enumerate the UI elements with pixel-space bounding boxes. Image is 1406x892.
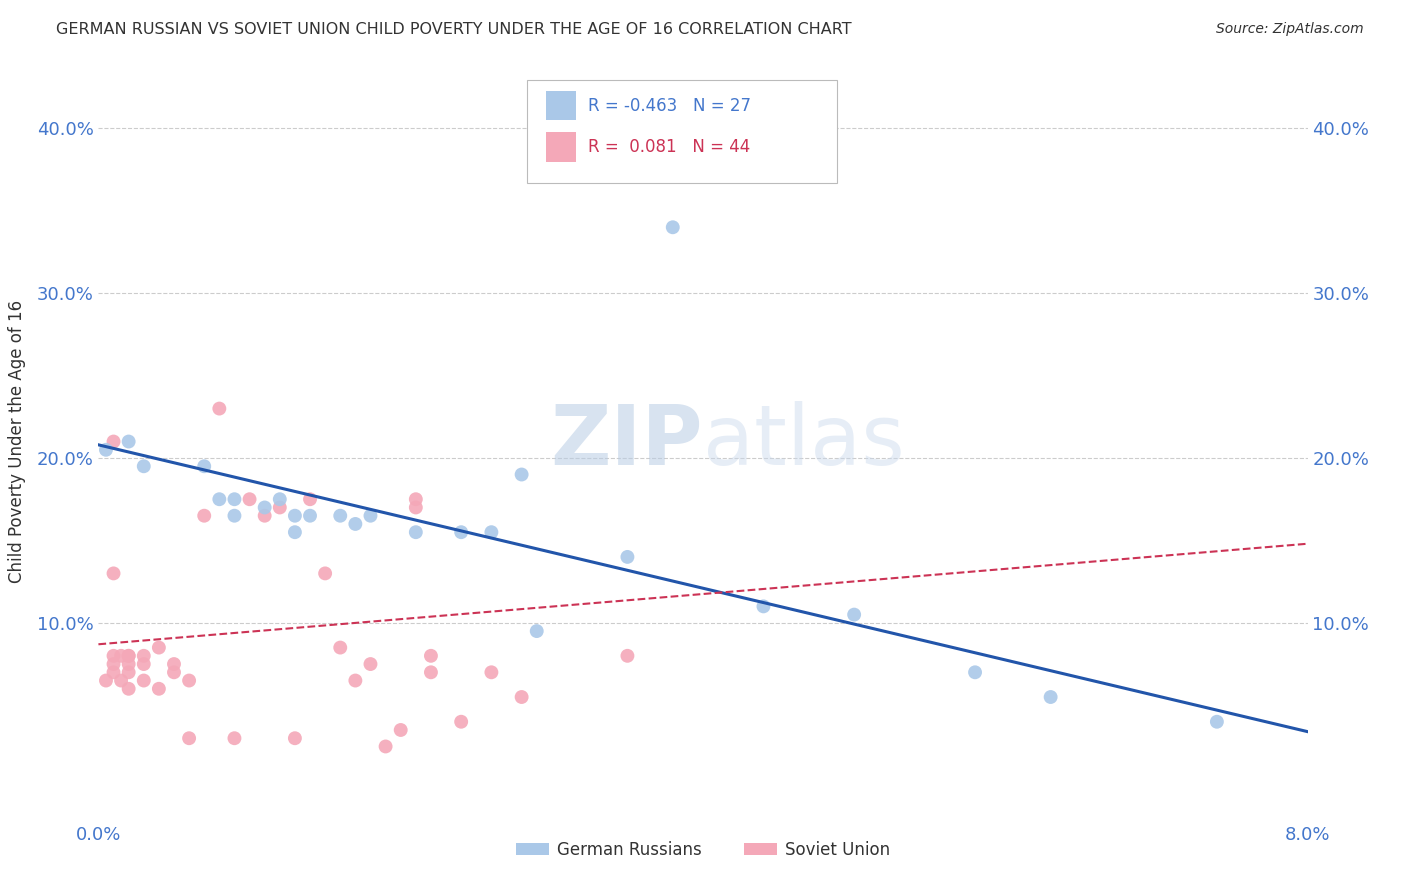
Point	[284, 525, 307, 540]
Point	[405, 492, 427, 507]
Point	[118, 648, 141, 663]
Point	[253, 508, 276, 523]
Point	[329, 640, 352, 655]
Point	[103, 434, 125, 449]
Y-axis label: Child Poverty Under the Age of 16: Child Poverty Under the Age of 16	[7, 300, 25, 583]
Point	[118, 681, 141, 696]
Point	[389, 723, 412, 737]
Point	[420, 648, 443, 663]
Text: R =  0.081   N = 44: R = 0.081 N = 44	[588, 138, 749, 156]
Point	[118, 657, 141, 671]
Point	[299, 492, 322, 507]
Point	[193, 508, 215, 523]
Point	[118, 648, 141, 663]
Point	[360, 657, 382, 671]
Point	[132, 459, 155, 474]
Point	[208, 401, 231, 416]
Point	[752, 599, 775, 614]
Point	[344, 673, 367, 688]
Point	[94, 442, 117, 457]
Point	[481, 525, 503, 540]
Point	[103, 665, 125, 680]
Point	[132, 648, 155, 663]
Point	[163, 665, 186, 680]
Point	[284, 731, 307, 746]
Point	[526, 624, 548, 639]
Point	[374, 739, 396, 754]
Point	[163, 657, 186, 671]
Point	[103, 648, 125, 663]
Point	[510, 467, 533, 482]
Point	[661, 220, 683, 235]
Point	[224, 731, 246, 746]
Point	[253, 500, 276, 515]
Point	[110, 673, 132, 688]
Point	[224, 508, 246, 523]
Point	[224, 492, 246, 507]
Point	[239, 492, 262, 507]
Point	[110, 648, 132, 663]
Point	[284, 508, 307, 523]
Point	[94, 673, 117, 688]
Text: R = -0.463   N = 27: R = -0.463 N = 27	[588, 96, 751, 114]
Point	[420, 665, 443, 680]
Point	[510, 690, 533, 704]
Point	[118, 665, 141, 680]
Point	[314, 566, 336, 581]
Text: Source: ZipAtlas.com: Source: ZipAtlas.com	[1216, 22, 1364, 37]
Point	[344, 516, 367, 531]
Point	[360, 508, 382, 523]
Point	[405, 525, 427, 540]
Point	[148, 640, 170, 655]
Point	[103, 657, 125, 671]
Point	[299, 508, 322, 523]
Point	[1206, 714, 1229, 729]
Legend: German Russians, Soviet Union: German Russians, Soviet Union	[509, 834, 897, 865]
Point	[193, 459, 215, 474]
Point	[132, 657, 155, 671]
Text: atlas: atlas	[703, 401, 904, 482]
Point	[118, 434, 141, 449]
Point	[616, 648, 638, 663]
Point	[965, 665, 987, 680]
Point	[844, 607, 866, 622]
Point	[405, 500, 427, 515]
Point	[481, 665, 503, 680]
Text: GERMAN RUSSIAN VS SOVIET UNION CHILD POVERTY UNDER THE AGE OF 16 CORRELATION CHA: GERMAN RUSSIAN VS SOVIET UNION CHILD POV…	[56, 22, 852, 37]
Point	[132, 673, 155, 688]
Point	[103, 566, 125, 581]
Point	[616, 549, 638, 564]
Point	[329, 508, 352, 523]
Point	[208, 492, 231, 507]
Point	[269, 492, 291, 507]
Point	[450, 714, 472, 729]
Point	[179, 673, 201, 688]
Point	[179, 731, 201, 746]
Point	[148, 681, 170, 696]
Point	[269, 500, 291, 515]
Point	[1039, 690, 1062, 704]
Text: ZIP: ZIP	[551, 401, 703, 482]
Point	[450, 525, 472, 540]
